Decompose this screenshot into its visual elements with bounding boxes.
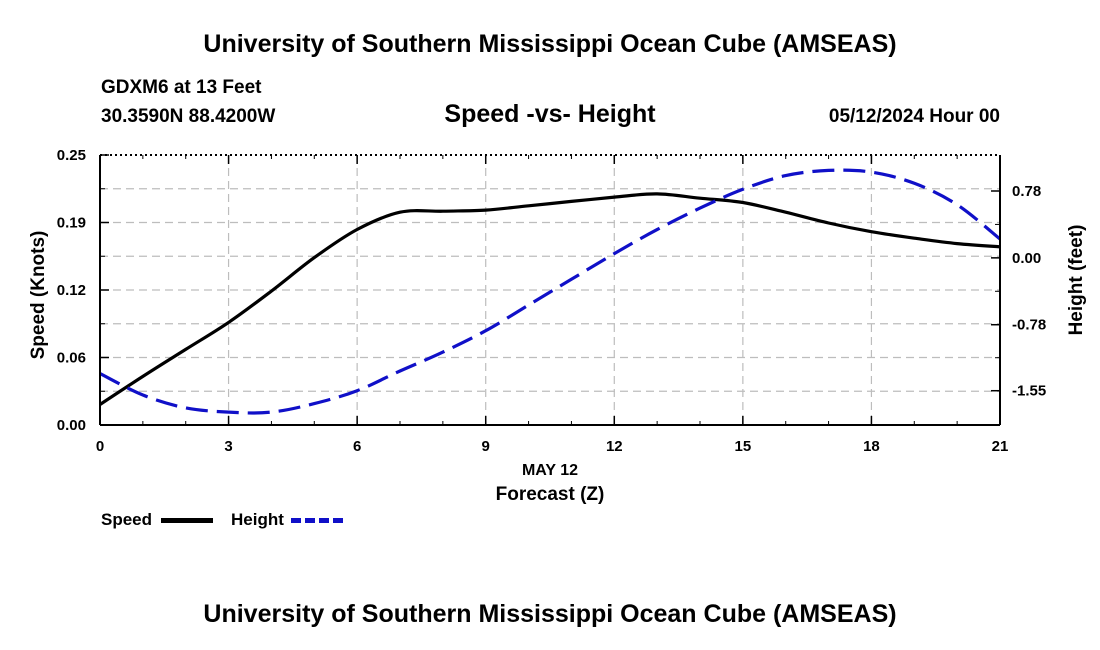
y-tick-label: 0.12 [57, 282, 86, 299]
y2-axis-title: Height (feet) [1066, 225, 1087, 336]
coordinates-label: 30.3590N 88.4200W [101, 106, 276, 127]
axis-layer [99, 154, 1001, 426]
station-label: GDXM6 at 13 Feet [101, 77, 262, 98]
x-tick-label: 15 [735, 438, 752, 455]
y-tick-label: 0.00 [57, 417, 86, 434]
x-tick-label: 3 [224, 438, 232, 455]
forecast-datetime: 05/12/2024 Hour 00 [828, 106, 1000, 127]
y2-tick-label: 0.78 [1012, 183, 1041, 200]
grid-layer [100, 155, 1000, 425]
y2-tick-label: -1.55 [1012, 383, 1046, 400]
y2-tick-label: 0.00 [1012, 250, 1041, 267]
chart-subtitle: Speed -vs- Height [444, 100, 656, 128]
y2-tick-label: -0.78 [1012, 317, 1046, 334]
series-layer [99, 168, 1002, 415]
x-axis-title: Forecast (Z) [496, 484, 605, 505]
x-tick-label: 12 [606, 438, 623, 455]
legend-speed-swatch [161, 518, 213, 523]
y-tick-label: 0.19 [57, 215, 86, 232]
speed-series-line [99, 192, 1001, 406]
chart-main-title: University of Southern Mississippi Ocean… [203, 30, 897, 58]
footer-title: University of Southern Mississippi Ocean… [203, 600, 897, 628]
legend-height-label: Height [231, 510, 284, 529]
y-tick-label: 0.25 [57, 147, 86, 164]
legend-height-swatch [291, 518, 343, 523]
x-tick-label: 18 [863, 438, 880, 455]
y-axis-title: Speed (Knots) [28, 231, 49, 360]
x-tick-label: 21 [992, 438, 1009, 455]
x-axis-date-label: MAY 12 [522, 462, 578, 479]
label-layer: 0 3 6 9 12 15 18 21 0.00 0.06 0.12 0.19 0.25 -1.55 -0.… [28, 147, 1087, 505]
x-tick-label: 0 [96, 438, 104, 455]
x-tick-label: 9 [482, 438, 490, 455]
x-tick-label: 6 [353, 438, 361, 455]
height-series-line [99, 168, 1002, 415]
legend-speed-label: Speed [101, 510, 153, 529]
y-tick-label: 0.06 [57, 350, 86, 367]
